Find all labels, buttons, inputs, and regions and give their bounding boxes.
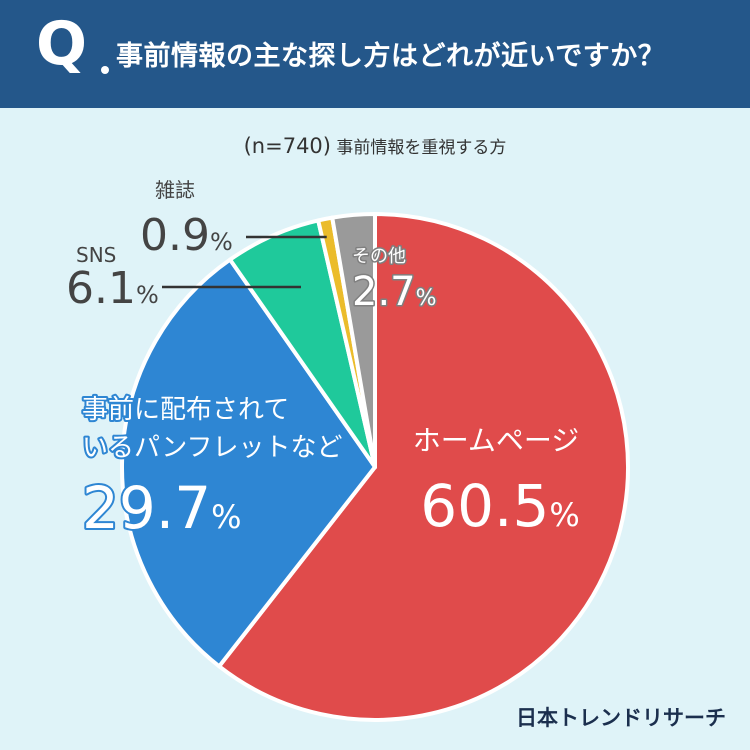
slice-value-pamphlet: 29.7% [82, 474, 242, 542]
q-mark: Q [36, 9, 88, 79]
slice-label-pamphlet-line1: 事前に配布されて [82, 395, 289, 425]
slice-label-magazine: 雑誌 [155, 178, 195, 202]
pie-slice-5 [330, 212, 377, 469]
slice-label-homepage: ホームページ [413, 424, 580, 457]
pie-slice-2 [120, 257, 377, 669]
slice-value-magazine: 0.9% [140, 210, 233, 261]
q-dot-icon [101, 66, 109, 74]
slice-value-other: 2.7% [352, 269, 437, 315]
chart-subtitle: (n=740) 事前情報を重視する方 [0, 133, 750, 158]
question-header: Q 事前情報の主な探し方はどれが近いですか？ [0, 0, 750, 108]
slice-label-sns: SNS [76, 243, 116, 267]
subtitle-text: 事前情報を重視する方 [336, 138, 507, 158]
question-title: 事前情報の主な探し方はどれが近いですか？ [116, 41, 666, 72]
slice-label-other: その他 [352, 246, 406, 267]
slice-value-sns: 6.1% [66, 263, 159, 314]
slice-value-homepage: 60.5% [420, 472, 580, 540]
brand-logo-text: 日本トレンドリサーチ [516, 706, 726, 730]
sample-size: (n=740) [243, 134, 331, 158]
slice-label-pamphlet-line2: いるパンフレットなど [82, 433, 343, 463]
pie-slice-1 [217, 212, 630, 722]
